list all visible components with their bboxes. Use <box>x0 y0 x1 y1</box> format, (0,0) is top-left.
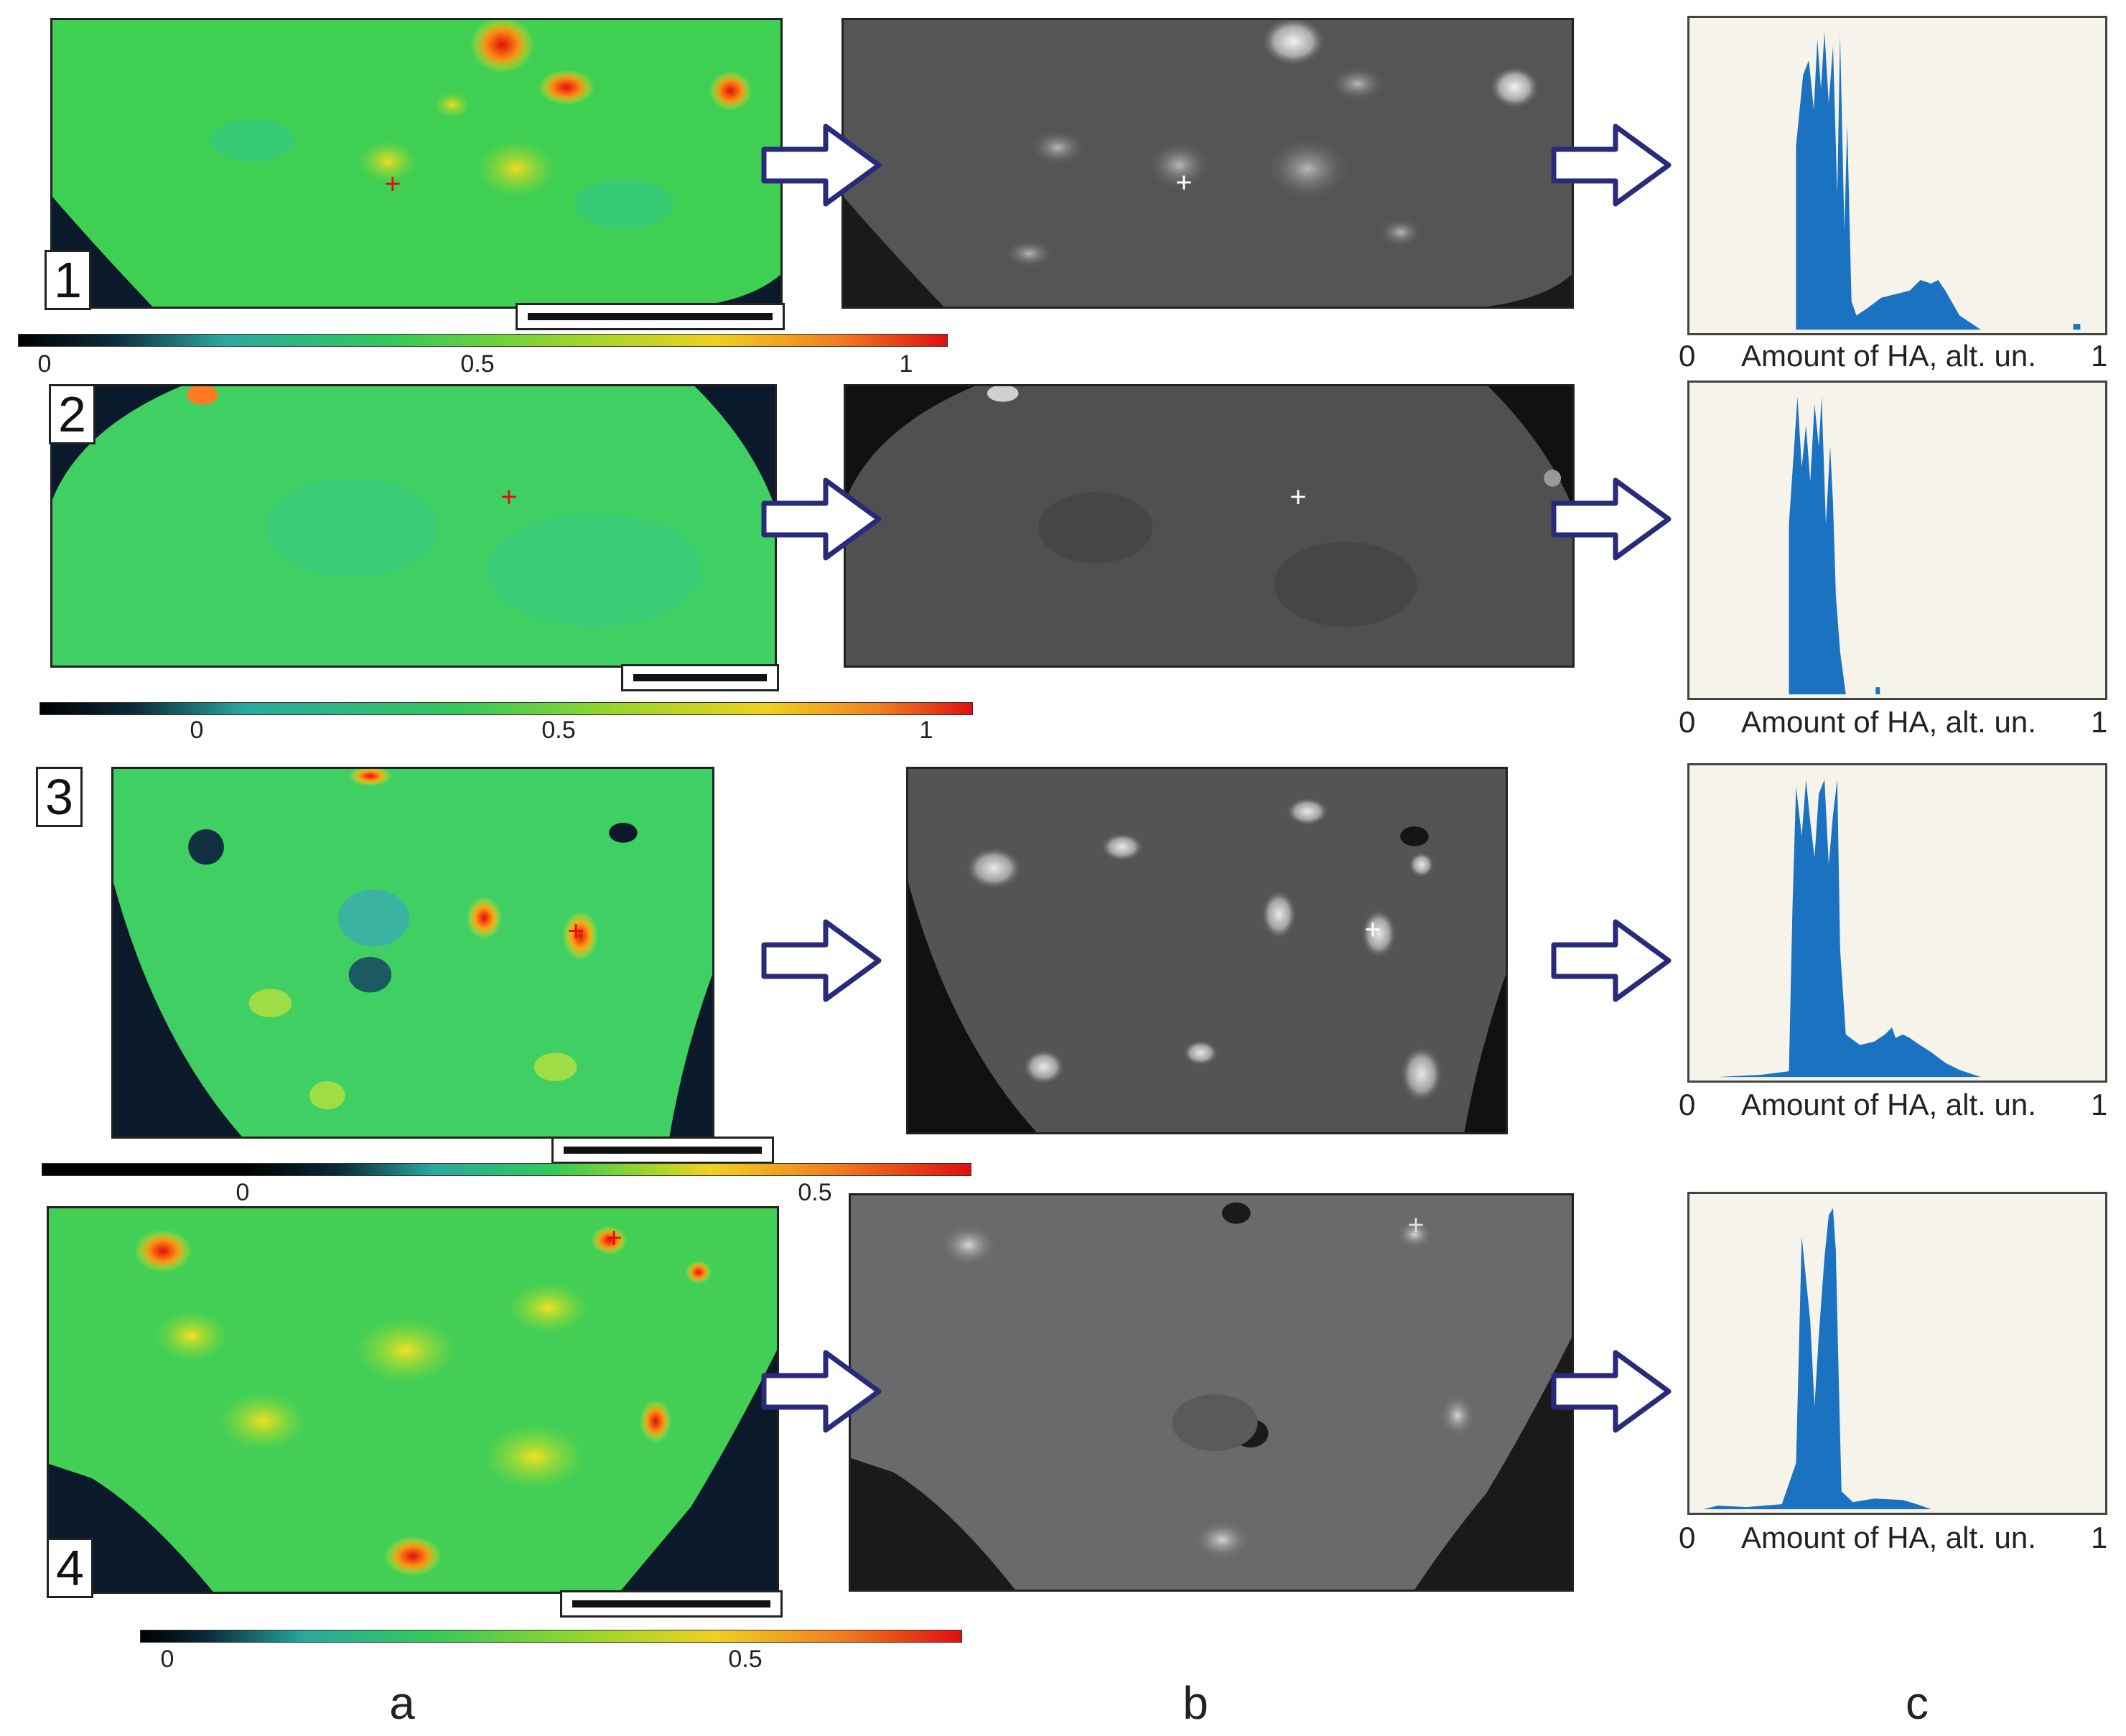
color-map-2: + <box>50 384 777 668</box>
panel-number-3: 3 <box>36 767 83 827</box>
panel-number-2: 2 <box>49 384 95 444</box>
colorbar-1-tick-0: 0 <box>37 350 52 378</box>
histogram-3 <box>1687 763 2107 1083</box>
histogram-4-min: 0 <box>1679 1521 1696 1554</box>
svg-text:+: + <box>1290 482 1306 513</box>
svg-text:+: + <box>1364 914 1381 946</box>
gray-map-4: + <box>849 1193 1574 1592</box>
histogram-1-max: 1 <box>2091 339 2108 373</box>
histogram-2-xlabel: Amount of HA, alt. un. <box>1741 705 2036 739</box>
arrow-right-icon <box>1551 1350 1672 1433</box>
color-map-1: + <box>50 18 783 309</box>
histogram-1-xlabel: Amount of HA, alt. un. <box>1741 339 2036 373</box>
histogram-4-xlabel: Amount of HA, alt. un. <box>1741 1521 2036 1554</box>
color-map-4: + <box>47 1206 779 1594</box>
arrow-right-icon <box>761 123 882 207</box>
histogram-2-min: 0 <box>1679 705 1696 739</box>
histogram-3-max: 1 <box>2091 1088 2108 1121</box>
column-label-b: b <box>1183 1677 1208 1729</box>
colorbar-1 <box>18 334 948 347</box>
colorbar-4-tick-1: 0.5 <box>728 1646 763 1673</box>
color-map-3: + <box>111 767 714 1139</box>
svg-text:+: + <box>500 482 517 513</box>
svg-text:+: + <box>1407 1209 1424 1241</box>
histogram-3-min: 0 <box>1679 1088 1696 1121</box>
histogram-2-max: 1 <box>2091 705 2108 739</box>
colorbar-1-tick-1: 0.5 <box>460 350 495 378</box>
gray-map-1: + <box>841 18 1574 309</box>
svg-text:+: + <box>605 1222 622 1254</box>
arrow-right-icon <box>761 477 882 561</box>
column-label-a: a <box>389 1677 415 1729</box>
colorbar-2-tick-2: 1 <box>919 717 933 744</box>
arrow-right-icon <box>1551 919 1672 1002</box>
arrow-right-icon <box>1551 123 1672 207</box>
svg-text:+: + <box>567 915 584 947</box>
histogram-3-xlabel: Amount of HA, alt. un. <box>1741 1088 2036 1121</box>
histogram-1-min: 0 <box>1679 339 1696 373</box>
histogram-1 <box>1687 16 2107 335</box>
panel-number-4: 4 <box>47 1538 93 1598</box>
panel-number-1: 1 <box>45 250 91 310</box>
colorbar-4-tick-0: 0 <box>160 1646 174 1673</box>
scale-bar-3 <box>551 1137 774 1164</box>
histogram-4-max: 1 <box>2091 1521 2108 1554</box>
scale-bar-2 <box>621 664 779 691</box>
colorbar-2 <box>39 702 973 715</box>
arrow-right-icon <box>1551 477 1672 561</box>
column-label-c: c <box>1906 1677 1929 1729</box>
colorbar-3-tick-1: 0.5 <box>798 1179 832 1206</box>
colorbar-2-tick-1: 0.5 <box>541 717 576 744</box>
colorbar-2-tick-0: 0 <box>190 717 204 744</box>
scale-bar-4 <box>560 1590 783 1618</box>
svg-text:+: + <box>384 169 401 200</box>
scale-bar-1 <box>516 303 785 330</box>
gray-map-3: + <box>906 767 1508 1134</box>
arrow-right-icon <box>761 1350 882 1433</box>
gray-map-2: + <box>844 384 1575 668</box>
colorbar-4 <box>140 1630 962 1643</box>
histogram-2 <box>1687 381 2107 700</box>
colorbar-3-tick-0: 0 <box>236 1179 250 1206</box>
colorbar-3 <box>42 1163 971 1176</box>
histogram-4 <box>1687 1192 2107 1515</box>
arrow-right-icon <box>761 919 882 1002</box>
svg-text:+: + <box>1175 167 1192 199</box>
colorbar-1-tick-2: 1 <box>899 350 913 378</box>
